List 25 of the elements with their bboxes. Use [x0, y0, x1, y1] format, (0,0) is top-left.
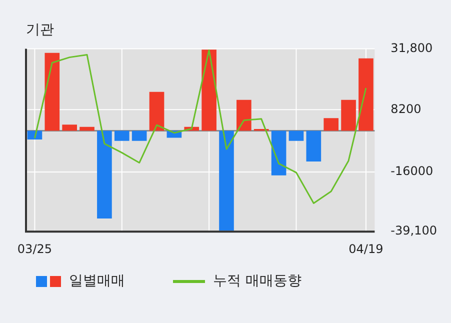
- y-tick-label: -39,100: [390, 224, 438, 238]
- bar: [97, 130, 112, 218]
- legend-label: 누적 매매동향: [213, 272, 302, 290]
- bar: [288, 130, 304, 141]
- bar: [341, 100, 356, 131]
- y-tick-label: -16000: [390, 164, 434, 178]
- legend-label: 일별매매: [69, 272, 125, 290]
- chart-title: 기관: [26, 22, 54, 38]
- bar: [80, 126, 94, 131]
- bar: [114, 130, 130, 141]
- bar: [202, 50, 216, 131]
- bar: [271, 130, 286, 176]
- bar: [236, 100, 252, 131]
- bar: [149, 92, 164, 131]
- bar: [62, 124, 77, 131]
- y-tick-label: 31,800: [390, 40, 433, 55]
- x-tick-label: 04/19: [348, 242, 384, 256]
- x-tick-label: 03/25: [17, 242, 52, 256]
- bar: [219, 130, 234, 231]
- bar: [132, 130, 147, 141]
- bar: [44, 52, 60, 131]
- y-tick-label: 8200: [390, 102, 422, 116]
- bar: [324, 118, 339, 131]
- bar: [306, 130, 322, 162]
- bar: [358, 58, 374, 131]
